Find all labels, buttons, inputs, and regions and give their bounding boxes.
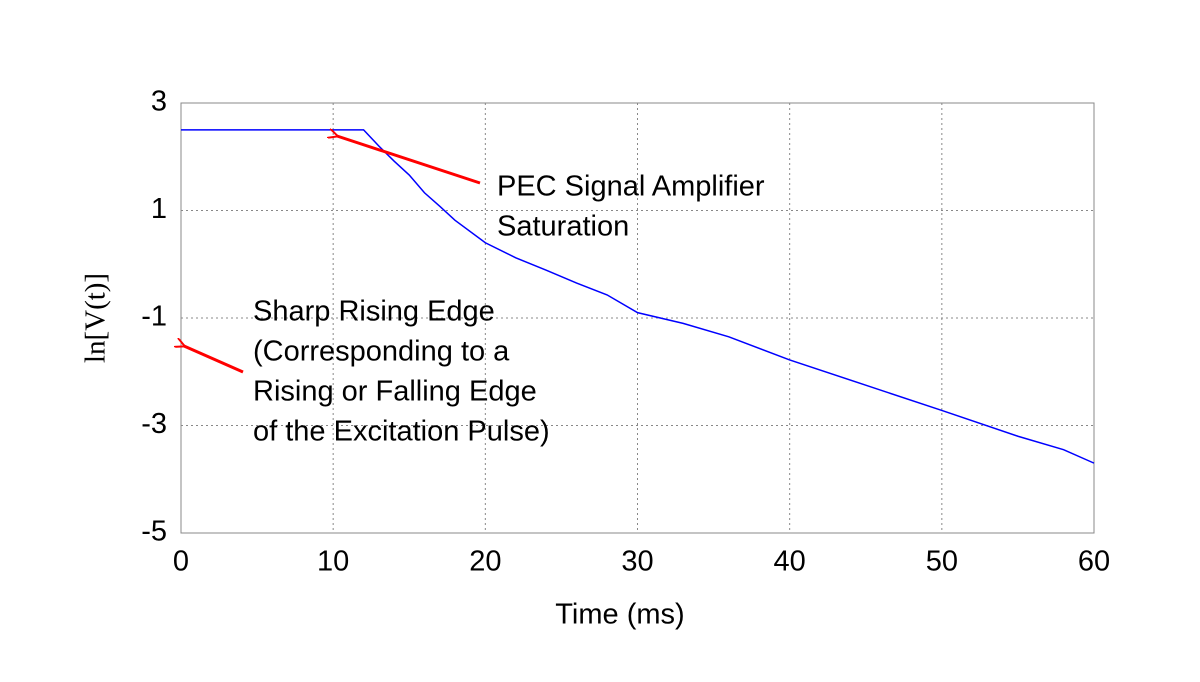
x-tick-label: 40 [774, 546, 806, 578]
y-axis-label: ln[V(t)] [80, 273, 112, 363]
x-axis-label: Time (ms) [555, 599, 684, 631]
y-tick-label: 3 [151, 86, 167, 118]
annotation: (Corresponding to a [253, 336, 510, 368]
x-tick-label: 50 [926, 546, 958, 578]
plot-frame [180, 102, 1095, 534]
annotation: Rising or Falling Edge [253, 376, 537, 408]
data-line [181, 129, 1095, 464]
annotation: of the Excitation Pulse) [253, 416, 550, 448]
annotation: PEC Signal Amplifier [497, 171, 765, 203]
x-tick-label: 60 [1078, 546, 1110, 578]
y-tick-label: -1 [141, 301, 167, 333]
annotation: Sharp Rising Edge [253, 296, 495, 328]
y-tick-label: -5 [141, 516, 167, 548]
x-tick-label: 0 [173, 546, 189, 578]
annotation: Saturation [497, 211, 629, 243]
y-tick-label: -3 [141, 408, 167, 440]
arrow [337, 136, 481, 185]
arrow [184, 346, 244, 374]
x-tick-label: 10 [317, 546, 349, 578]
marks [181, 129, 1095, 464]
y-tick-label: 1 [151, 193, 167, 225]
x-tick-label: 30 [621, 546, 653, 578]
x-tick-label: 20 [469, 546, 501, 578]
